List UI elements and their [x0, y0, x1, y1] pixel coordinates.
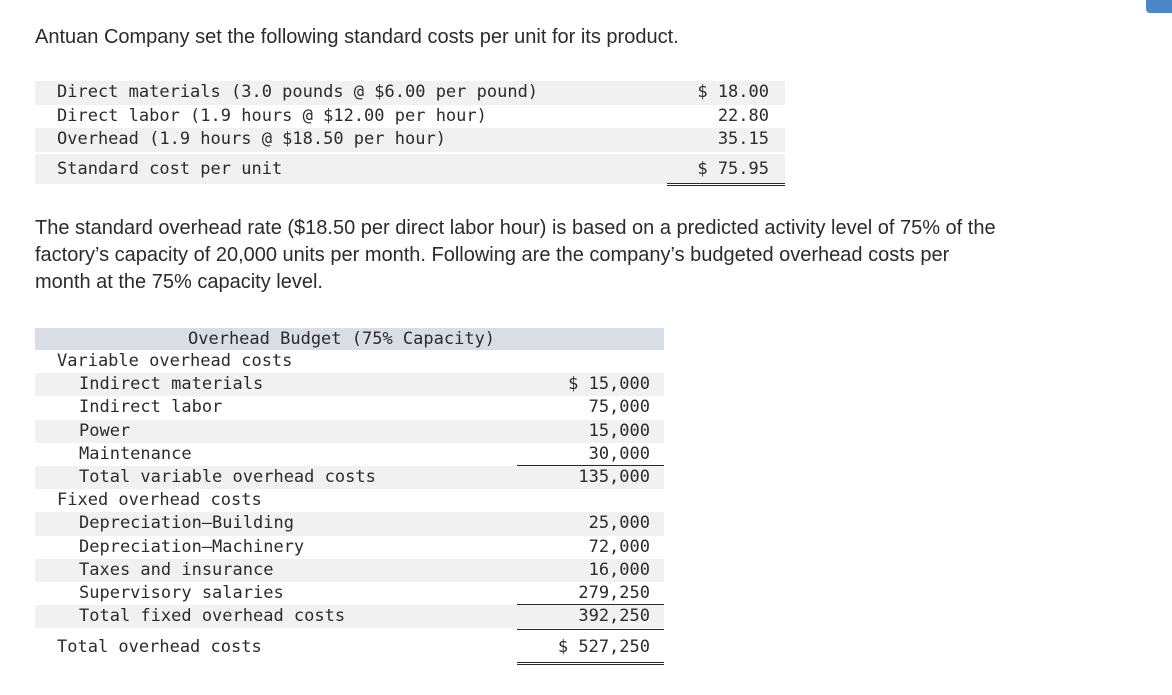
budget-line-row: Power 15,000 — [35, 419, 664, 443]
subtotal-rule — [517, 604, 664, 606]
variable-heading: Variable overhead costs — [57, 351, 293, 371]
overhead-budget-title: Overhead Budget (75% Capacity) — [35, 328, 664, 350]
grand-total-row: Total overhead costs $ 527,250 — [35, 633, 664, 666]
standard-cost-row: Direct materials (3.0 pounds @ $6.00 per… — [35, 81, 785, 105]
fixed-total-row: Total fixed overhead costs 392,250 — [35, 605, 664, 631]
paragraph-line: The standard overhead rate ($18.50 per d… — [35, 217, 996, 239]
budget-line-label: Indirect materials — [79, 374, 264, 395]
total-double-rule — [667, 182, 785, 186]
standard-cost-total-amount: $ 75.95 — [697, 158, 769, 179]
budget-line-label: Supervisory salaries — [79, 582, 284, 603]
total-double-rule — [517, 662, 664, 666]
cost-item-label: Direct labor (1.9 hours @ $12.00 per hou… — [57, 105, 487, 126]
cost-item-amount: $ 18.00 — [697, 82, 769, 102]
standard-cost-total-label: Standard cost per unit — [57, 158, 283, 179]
fixed-heading: Fixed overhead costs — [57, 490, 262, 511]
intro-text: Antuan Company set the following standar… — [35, 26, 679, 48]
budget-line-row: Depreciation—Building 25,000 — [35, 512, 664, 536]
budget-line-label: Power — [79, 420, 131, 441]
variable-heading-row: Variable overhead costs — [35, 350, 664, 373]
fixed-heading-row: Fixed overhead costs — [35, 489, 664, 512]
budget-line-amount: 72,000 — [588, 536, 650, 557]
cost-item-label: Direct materials (3.0 pounds @ $6.00 per… — [57, 82, 539, 102]
cost-item-amount: 22.80 — [717, 105, 769, 126]
paragraph-line: factory’s capacity of 20,000 units per m… — [35, 244, 950, 266]
fixed-total-amount: 392,250 — [578, 606, 650, 627]
budget-line-row: Depreciation—Machinery 72,000 — [35, 536, 664, 559]
budget-line-amount: 25,000 — [588, 513, 650, 534]
budget-line-row: Indirect materials $ 15,000 — [35, 373, 664, 397]
budget-line-amount: 279,250 — [578, 582, 650, 603]
budget-line-amount: 16,000 — [588, 559, 650, 580]
variable-total-row: Total variable overhead costs 135,000 — [35, 465, 664, 490]
budget-line-row: Supervisory salaries 279,250 — [35, 582, 664, 606]
paragraph-line: month at the 75% capacity level. — [35, 271, 323, 293]
grand-total-amount: $ 527,250 — [557, 637, 650, 658]
budget-line-amount: 75,000 — [588, 397, 650, 418]
budget-line-row: Maintenance 30,000 — [35, 443, 664, 466]
corner-accent-tab — [1146, 0, 1172, 13]
variable-total-label: Total variable overhead costs — [79, 466, 376, 487]
variable-total-amount: 135,000 — [578, 466, 650, 487]
budget-line-label: Taxes and insurance — [79, 559, 274, 580]
budget-line-amount: 15,000 — [588, 420, 650, 441]
subtotal-rule — [517, 629, 664, 631]
standard-cost-row: Overhead (1.9 hours @ $18.50 per hour) 3… — [35, 128, 785, 155]
overhead-rate-paragraph: The standard overhead rate ($18.50 per d… — [35, 215, 996, 296]
budget-line-label: Maintenance — [79, 443, 192, 464]
overhead-budget-title-text: Overhead Budget (75% Capacity) — [188, 329, 496, 349]
budget-line-label: Indirect labor — [79, 397, 223, 418]
budget-line-amount: $ 15,000 — [568, 374, 650, 395]
budget-line-label: Depreciation—Building — [79, 513, 294, 534]
grand-total-label: Total overhead costs — [57, 637, 262, 658]
standard-cost-row: Direct labor (1.9 hours @ $12.00 per hou… — [35, 105, 785, 129]
cost-item-amount: 35.15 — [717, 129, 769, 149]
fixed-total-label: Total fixed overhead costs — [79, 606, 346, 627]
standard-cost-table: Direct materials (3.0 pounds @ $6.00 per… — [35, 81, 785, 186]
budget-line-label: Depreciation—Machinery — [79, 536, 305, 557]
subtotal-rule — [517, 464, 664, 466]
cost-item-label: Overhead (1.9 hours @ $18.50 per hour) — [57, 129, 446, 149]
standard-cost-total-row: Standard cost per unit $ 75.95 — [35, 153, 785, 186]
budget-line-amount: 30,000 — [588, 443, 650, 464]
budget-line-row: Taxes and insurance 16,000 — [35, 558, 664, 582]
budget-line-row: Indirect labor 75,000 — [35, 396, 664, 419]
overhead-budget-table: Overhead Budget (75% Capacity) Variable … — [35, 328, 664, 666]
